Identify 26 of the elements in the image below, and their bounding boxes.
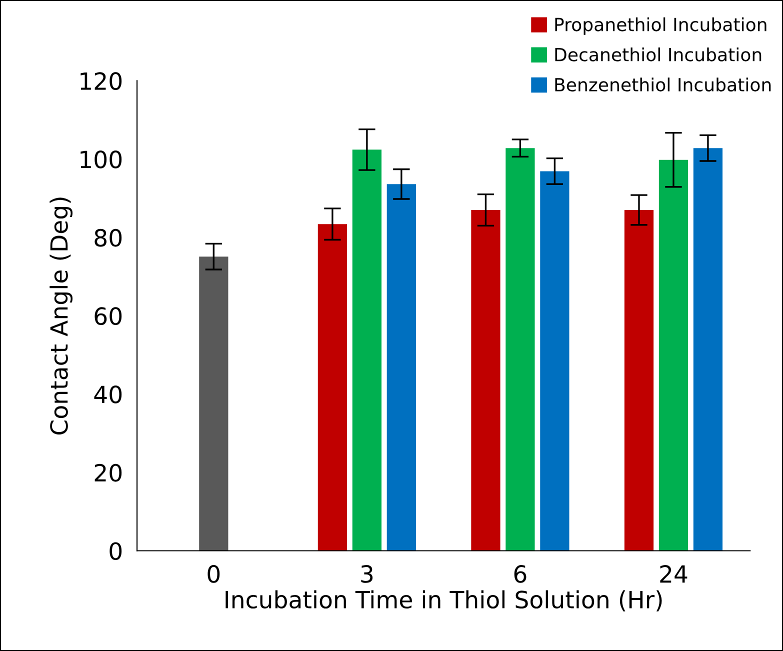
- bar: [506, 148, 535, 551]
- x-tick-label: 0: [208, 565, 220, 583]
- y-tick-label: 100: [80, 150, 122, 168]
- bar: [199, 256, 228, 551]
- y-axis-title: Contact Angle (Deg): [50, 198, 73, 435]
- bar: [471, 210, 500, 551]
- y-tick-label: 0: [110, 542, 122, 560]
- legend-label: Decanethiol Incubation: [555, 47, 762, 62]
- y-tick-label: 20: [94, 464, 122, 482]
- bar: [624, 210, 654, 551]
- legend-label: Benzenethiol Incubation: [555, 78, 771, 92]
- bar: [658, 160, 688, 551]
- legend-label: Propanethiol Incubation: [555, 17, 766, 35]
- bar: [693, 148, 723, 551]
- x-axis-title: Incubation Time in Thiol Solution (Hr): [226, 590, 662, 612]
- y-tick-label: 80: [94, 228, 122, 247]
- x-tick-label: 24: [660, 565, 688, 583]
- y-tick-label: 40: [94, 386, 122, 404]
- x-tick-label: 3: [361, 565, 373, 583]
- x-tick-label: 6: [514, 565, 526, 583]
- y-tick-label: 120: [80, 72, 122, 90]
- bar: [352, 150, 382, 551]
- y-tick-label: 60: [94, 307, 122, 326]
- bar: [386, 184, 416, 551]
- bar: [318, 224, 348, 551]
- bar: [540, 171, 570, 551]
